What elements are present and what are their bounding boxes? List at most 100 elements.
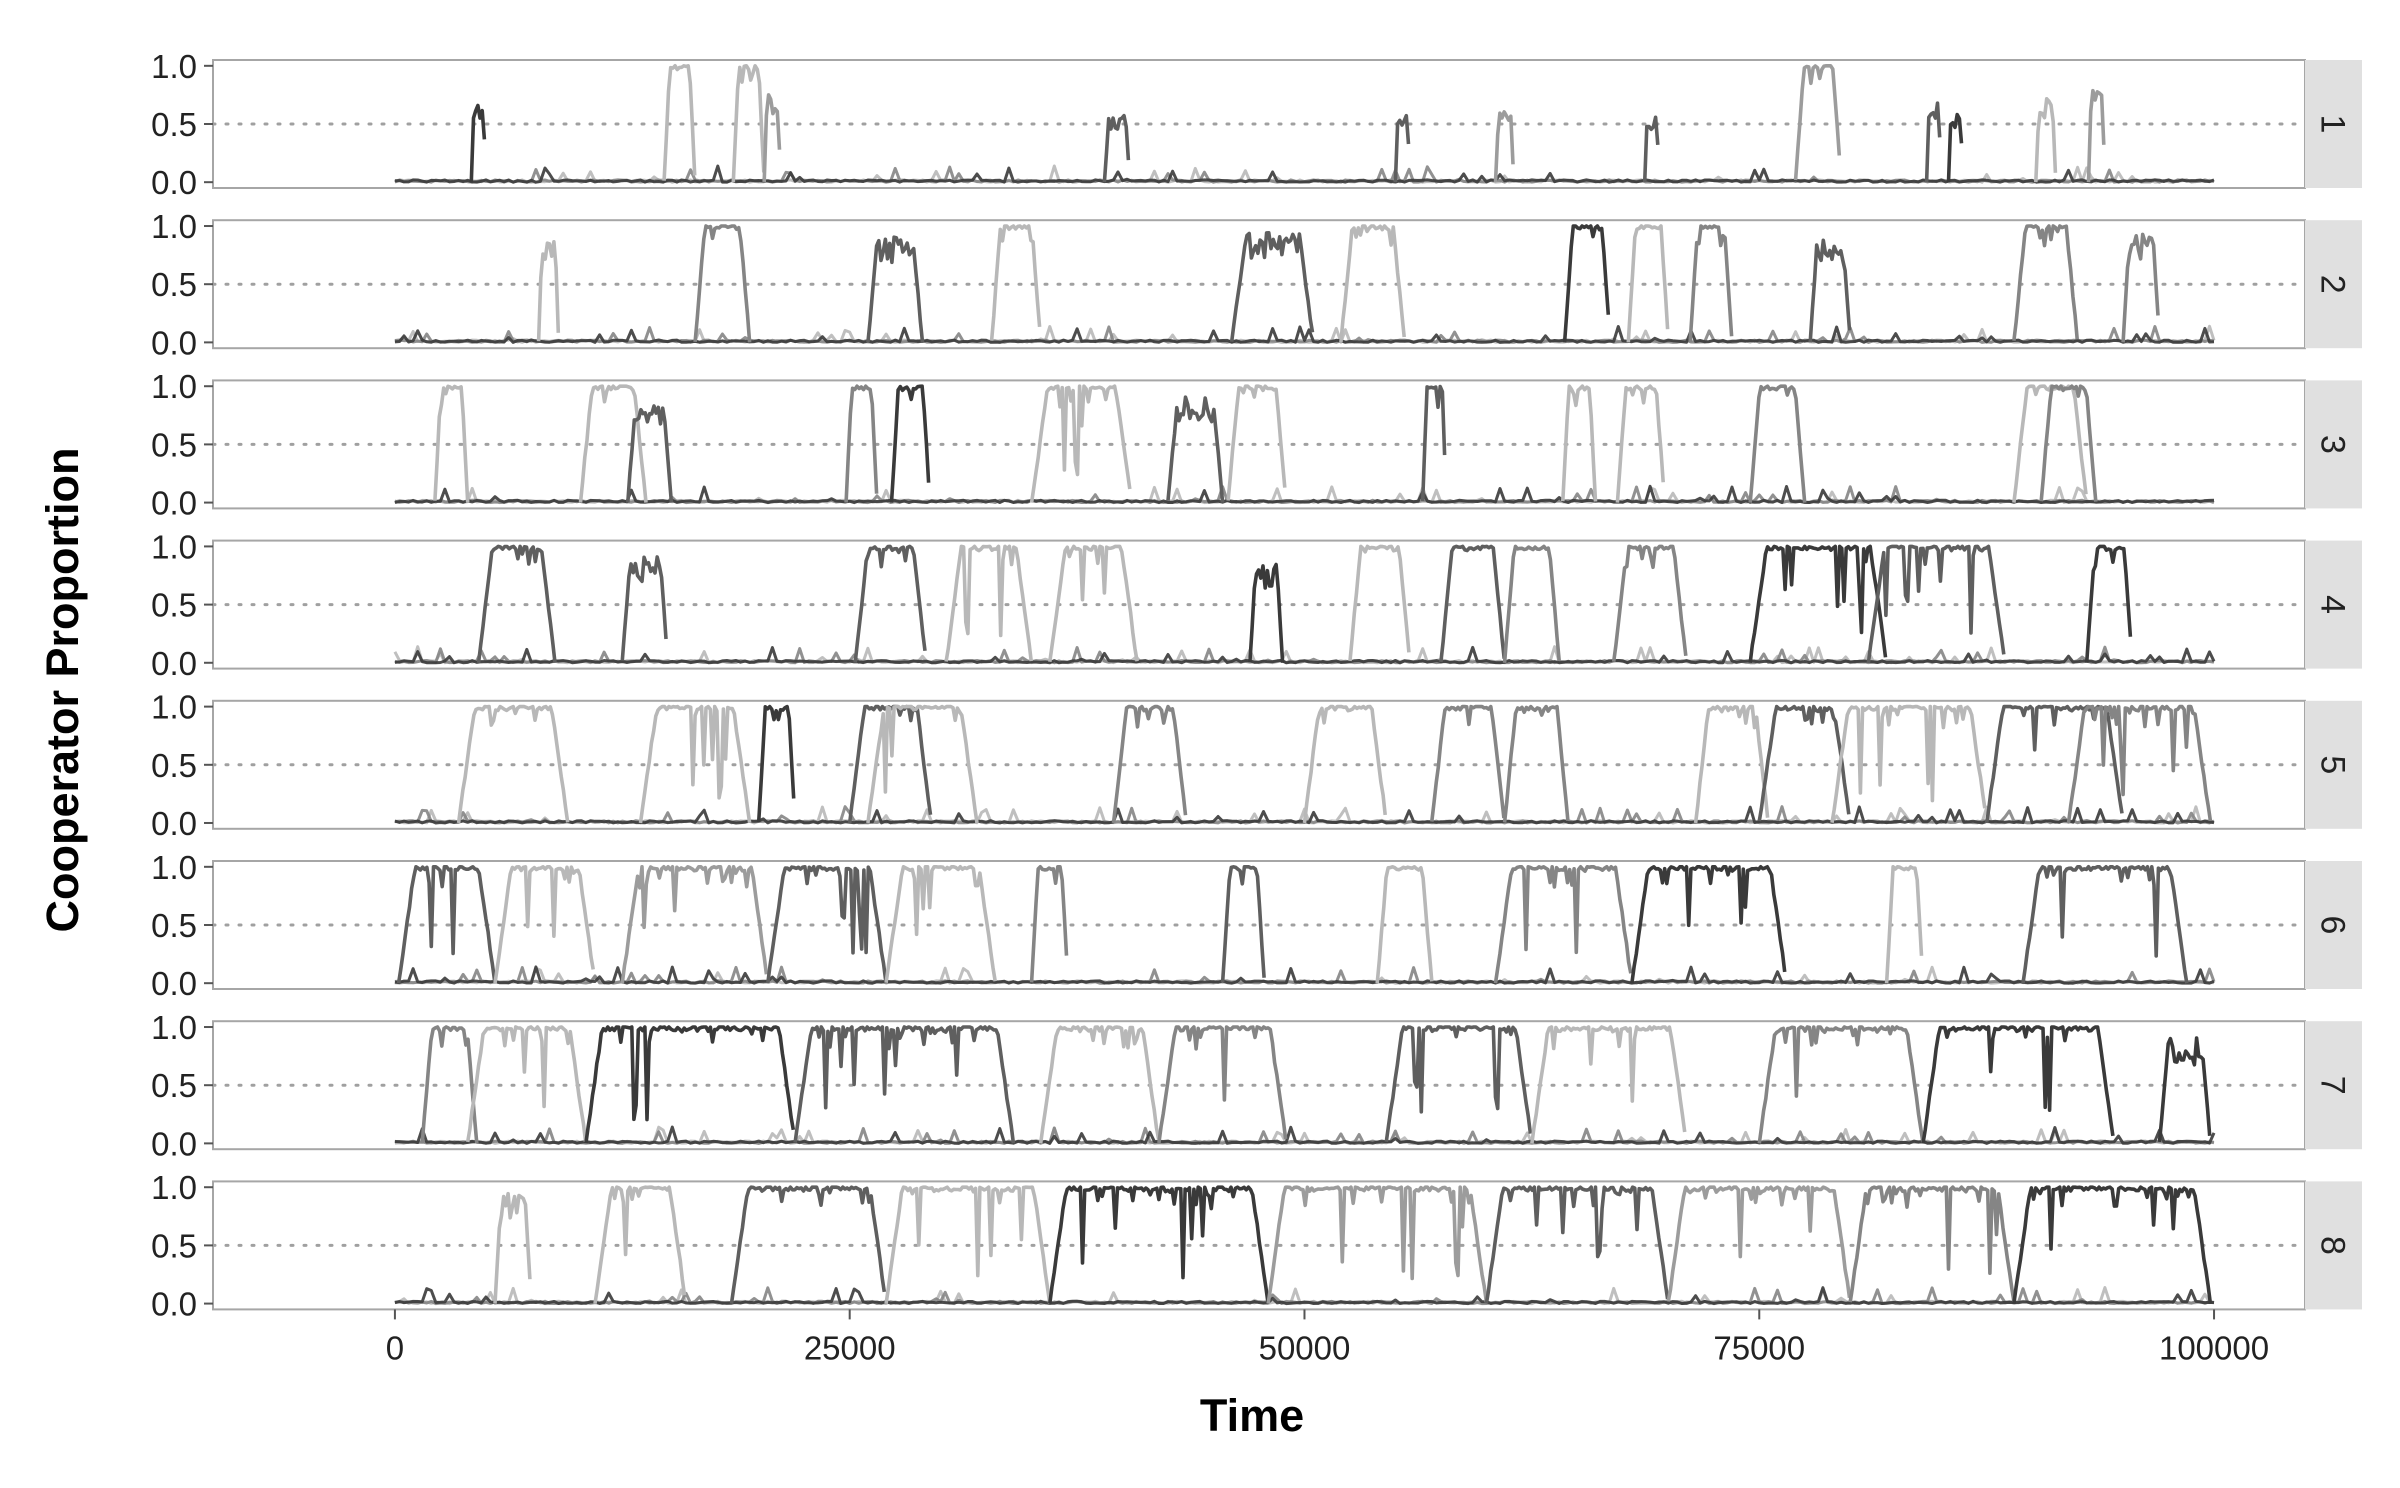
y-tick-label: 1.0 bbox=[151, 48, 197, 85]
cooperation-episode-line bbox=[731, 64, 766, 183]
cooperation-episode-line bbox=[2157, 1036, 2212, 1143]
cooperation-episode-line bbox=[1848, 1185, 2016, 1303]
cooperation-episode-line bbox=[1048, 544, 1139, 663]
cooperation-episode-line bbox=[1946, 112, 1964, 183]
y-tick-label: 1.0 bbox=[151, 528, 197, 565]
cooperation-episode-line bbox=[1339, 224, 1406, 343]
y-tick-label: 0.0 bbox=[151, 1286, 197, 1323]
cooperation-episode-line bbox=[1430, 704, 1506, 822]
facet-strip bbox=[2305, 700, 2362, 829]
cooperation-episode-line bbox=[1562, 224, 1611, 343]
series-lines bbox=[394, 384, 2215, 505]
x-tick-label: 100000 bbox=[2159, 1329, 2269, 1366]
cooperation-episode-line bbox=[1484, 1185, 1670, 1304]
cooperation-episode-line bbox=[493, 865, 595, 984]
cooperation-episode-line bbox=[1630, 865, 1787, 984]
cooperation-episode-line bbox=[1029, 865, 1069, 983]
cooperation-episode-line bbox=[1029, 384, 1132, 503]
series-lines bbox=[394, 64, 2215, 184]
cooperation-episode-line bbox=[2034, 97, 2058, 183]
y-tick-label: 0.0 bbox=[151, 965, 197, 1002]
cooperation-episode-line bbox=[1248, 562, 1285, 663]
cooperation-episode-line bbox=[1393, 113, 1411, 183]
cooperation-episode-line bbox=[1884, 865, 1924, 984]
x-axis-title: Time bbox=[1200, 1390, 1304, 1441]
cooperation-episode-line bbox=[1921, 1025, 2115, 1144]
cooperation-episode-line bbox=[1866, 544, 2006, 664]
cooperation-episode-line bbox=[456, 704, 570, 824]
y-tick-label: 0.5 bbox=[151, 426, 197, 463]
cooperation-episode-line bbox=[1493, 110, 1515, 183]
y-tick-label: 0.0 bbox=[151, 645, 197, 682]
series-lines bbox=[394, 1025, 2216, 1145]
cooperation-episode-line bbox=[989, 224, 1042, 341]
cooperation-episode-line bbox=[766, 865, 888, 984]
facet-strip bbox=[2305, 540, 2362, 669]
x-tick-label: 25000 bbox=[804, 1329, 896, 1366]
cooperation-episode-line bbox=[1111, 704, 1188, 824]
cooperation-episode-line bbox=[1793, 64, 1842, 181]
cooperation-episode-line bbox=[1266, 1185, 1489, 1304]
cooperation-episode-line bbox=[1384, 1025, 1533, 1142]
cooperation-episode-line bbox=[620, 865, 769, 984]
facet-strip bbox=[2305, 861, 2362, 989]
cooperation-episode-line bbox=[1642, 115, 1660, 183]
y-tick-label: 1.0 bbox=[151, 849, 197, 886]
cooperation-episode-line bbox=[2039, 384, 2098, 502]
cooperation-episode-line bbox=[729, 1185, 887, 1304]
facet-strip-label: 1 bbox=[2314, 115, 2352, 134]
cooperation-episode-line bbox=[866, 235, 925, 343]
series-line bbox=[394, 645, 2216, 665]
cooperation-episode-line bbox=[433, 384, 470, 503]
cooperation-episode-line bbox=[2084, 544, 2133, 663]
cooperation-episode-line bbox=[1302, 704, 1387, 824]
cooperation-episode-line bbox=[1502, 544, 1561, 663]
facet-strip-label: 4 bbox=[2314, 595, 2352, 614]
cooperation-episode-line bbox=[1561, 384, 1598, 502]
cooperation-episode-line bbox=[844, 384, 879, 503]
cooperation-episode-line bbox=[1924, 101, 1942, 183]
cooperation-episode-line bbox=[2121, 232, 2160, 343]
series-lines bbox=[394, 704, 2215, 825]
facet-strip bbox=[2305, 1021, 2362, 1150]
cooperation-episode-line bbox=[1375, 865, 1434, 984]
cooperation-episode-line bbox=[578, 384, 648, 503]
facet-strip bbox=[2305, 1181, 2362, 1310]
cooperation-episode-line bbox=[1493, 865, 1633, 984]
series-line bbox=[394, 325, 2215, 344]
cooperation-episode-line bbox=[465, 1025, 588, 1143]
cooperation-episode-line bbox=[889, 384, 931, 503]
facet-strip bbox=[2305, 380, 2362, 509]
cooperation-episode-line bbox=[756, 704, 796, 823]
facet-strip-label: 7 bbox=[2314, 1076, 2352, 1095]
cooperation-episode-line bbox=[2012, 1185, 2213, 1304]
facet-panel-6: 6 0.0 0.5 1.0 bbox=[151, 849, 2362, 1002]
cooperation-episode-line bbox=[2066, 704, 2213, 824]
cooperation-episode-line bbox=[1693, 704, 1770, 824]
cooperation-episode-line bbox=[762, 93, 782, 182]
cooperation-episode-line bbox=[1439, 544, 1506, 662]
facet-strip-label: 3 bbox=[2314, 435, 2352, 454]
facet-panels: 1 0.0 0.5 1.0 2 0.0 0.5 1.0 3 0.0 0.5 1.0 4 0.0 0.5 1.0… bbox=[151, 48, 2362, 1323]
cooperation-episode-line bbox=[693, 224, 752, 343]
x-tick-label: 50000 bbox=[1259, 1329, 1351, 1366]
cooperation-episode-line bbox=[662, 64, 697, 181]
cooperation-episode-line bbox=[396, 865, 497, 984]
cooperation-episode-line bbox=[469, 103, 487, 183]
cooperation-episode-line bbox=[1229, 231, 1315, 342]
cooperation-episode-line bbox=[1615, 384, 1665, 503]
cooperation-episode-line bbox=[1757, 1025, 1925, 1144]
y-tick-label: 0.0 bbox=[151, 1125, 197, 1162]
series-line bbox=[394, 164, 2215, 184]
y-tick-label: 0.0 bbox=[151, 324, 197, 361]
series-lines bbox=[394, 1185, 2215, 1306]
cooperation-episode-line bbox=[1348, 544, 1411, 662]
cooperation-episode-line bbox=[1748, 544, 1888, 664]
cooperation-episode-line bbox=[638, 704, 752, 824]
cooperation-episode-line bbox=[2012, 224, 2079, 341]
series-line bbox=[394, 1125, 2216, 1145]
y-tick-label: 0.0 bbox=[151, 485, 197, 522]
cooperation-episode-line bbox=[866, 704, 979, 824]
cooperation-episode-line bbox=[1830, 704, 1987, 823]
cooperation-episode-line bbox=[593, 1185, 687, 1304]
